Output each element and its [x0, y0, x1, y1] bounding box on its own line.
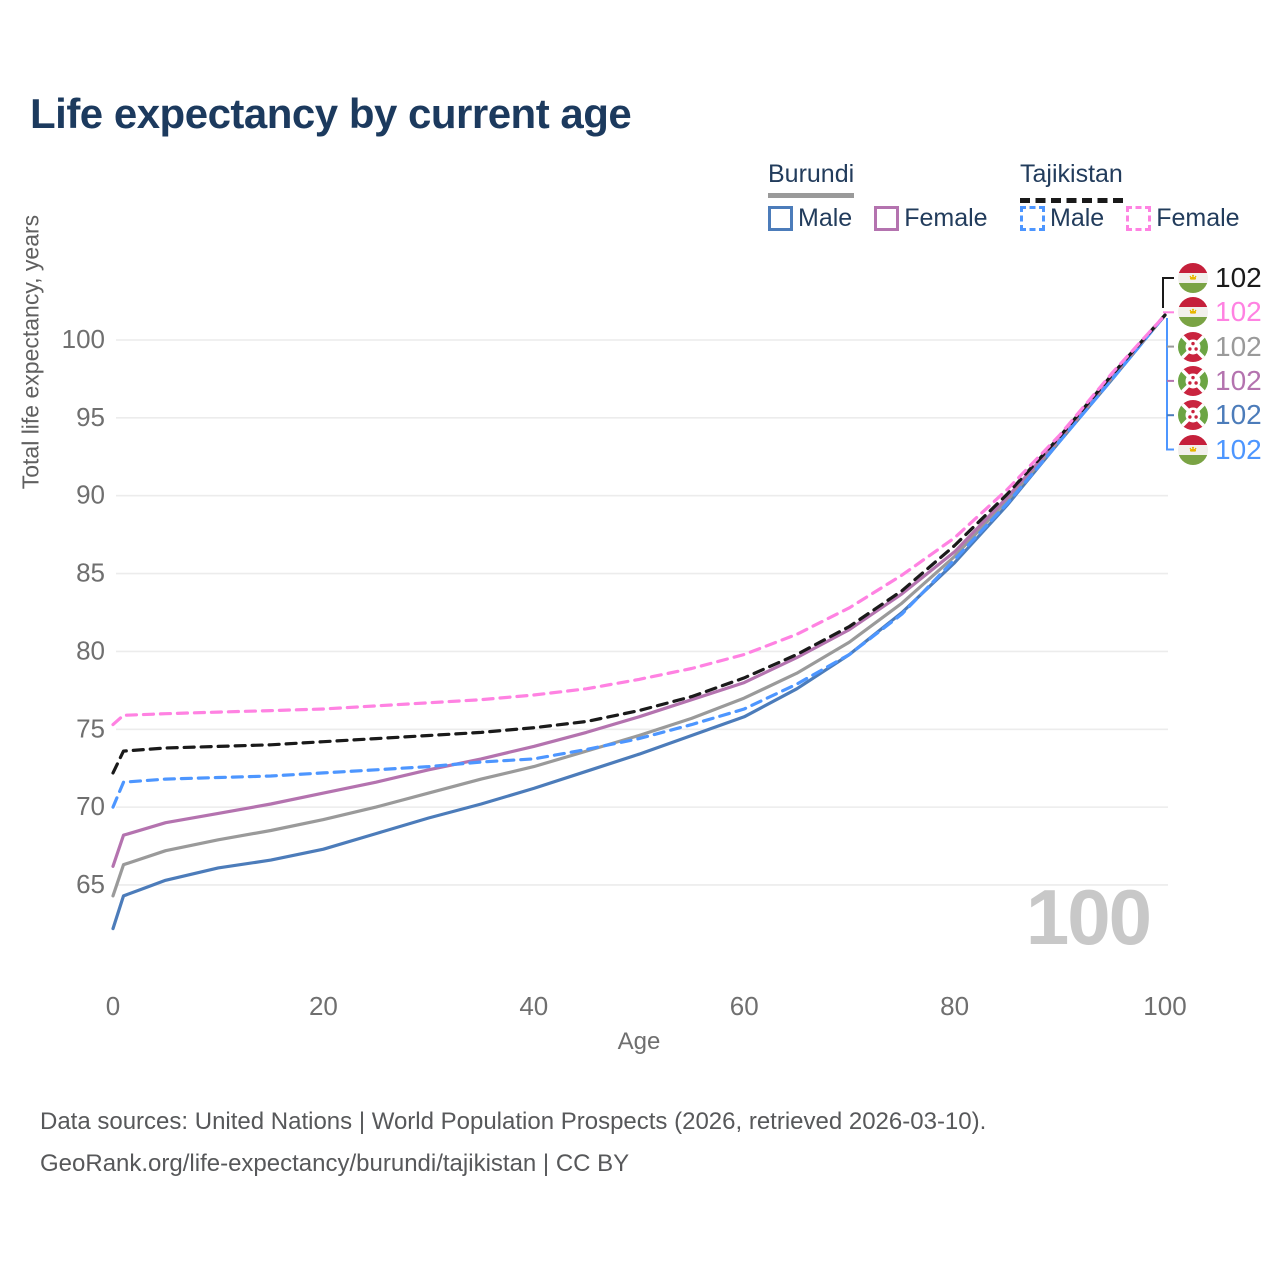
- y-tick-label: 90: [76, 480, 105, 510]
- leader-line: [1166, 318, 1174, 451]
- end-label-row: 102: [1178, 365, 1262, 397]
- legend-label: Male: [1050, 204, 1105, 232]
- legend-label: Female: [904, 204, 988, 232]
- tajikistan-flag-icon: [1178, 263, 1208, 293]
- end-label-value: 102: [1215, 330, 1262, 362]
- legend-item-burundi-female[interactable]: Female: [874, 204, 988, 233]
- legend-label: Male: [798, 204, 853, 232]
- legend-country-burundi[interactable]: Burundi: [768, 160, 855, 188]
- legend-item-tajikistan-male[interactable]: Male: [1020, 204, 1104, 233]
- burundi-flag-icon: [1178, 331, 1208, 362]
- tajikistan-flag-icon: [1178, 434, 1208, 465]
- legend-row-burundi: Male Female: [768, 204, 988, 233]
- x-tick-label: 100: [1143, 991, 1186, 1021]
- legend-row-tajikistan: Male Female: [1020, 204, 1240, 233]
- burundi-solid-line-swatch: [768, 193, 855, 198]
- burundi-male-swatch-icon: [768, 206, 793, 231]
- end-label-row: 102: [1178, 434, 1262, 466]
- legend-country-tajikistan[interactable]: Tajikistan: [1020, 160, 1123, 188]
- tajikistan-female-swatch-icon: [1126, 206, 1152, 231]
- y-tick-label: 75: [76, 713, 105, 743]
- tajikistan-dashed-line-swatch: [1020, 193, 1123, 203]
- end-label-row: 102: [1178, 262, 1262, 294]
- x-tick-label: 40: [519, 991, 548, 1021]
- y-tick-label: 95: [76, 402, 105, 432]
- data-sources-text: Data sources: United Nations | World Pop…: [40, 1108, 987, 1135]
- series-line-burundi-total[interactable]: [111, 313, 1167, 898]
- series-line-burundi-male[interactable]: [111, 313, 1167, 931]
- tajikistan-flag-icon: [1178, 297, 1208, 328]
- series-line-burundi-female[interactable]: [111, 313, 1167, 868]
- legend-label: Female: [1156, 204, 1240, 232]
- series-line-tajikistan-female[interactable]: [111, 313, 1167, 727]
- end-label-value: 102: [1215, 262, 1262, 293]
- tajikistan-male-swatch-icon: [1020, 206, 1045, 231]
- end-label-value: 102: [1215, 399, 1262, 431]
- series-line-tajikistan-total[interactable]: [111, 313, 1167, 775]
- legend-item-tajikistan-female[interactable]: Female: [1126, 204, 1240, 233]
- end-label-row: 102: [1178, 296, 1262, 328]
- end-label-value: 102: [1215, 296, 1262, 328]
- georank-attribution-text: GeoRank.org/life-expectancy/burundi/taji…: [40, 1150, 630, 1177]
- legend-item-burundi-male[interactable]: Male: [768, 204, 852, 233]
- end-label-row: 102: [1178, 331, 1262, 363]
- x-tick-label: 60: [730, 991, 759, 1021]
- x-axis-title: Age: [617, 1028, 661, 1055]
- x-tick-label: 80: [940, 991, 969, 1021]
- y-tick-label: 85: [76, 558, 105, 588]
- burundi-flag-icon: [1178, 365, 1208, 396]
- end-label-value: 102: [1215, 364, 1262, 396]
- y-tick-label: 80: [76, 635, 105, 665]
- end-label-row: 102: [1178, 399, 1262, 431]
- x-tick-label: 20: [309, 991, 338, 1021]
- legend-group-tajikistan: Tajikistan: [1020, 160, 1123, 203]
- y-axis-title: Total life expectancy, years: [17, 214, 44, 490]
- y-tick-label: 100: [62, 324, 105, 354]
- page-title: Life expectancy by current age: [30, 90, 632, 137]
- end-label-value: 102: [1215, 433, 1262, 465]
- burundi-flag-icon: [1178, 400, 1208, 431]
- legend-group-burundi: Burundi: [768, 160, 855, 198]
- age-counter-watermark: 100: [1025, 873, 1152, 961]
- y-tick-label: 65: [76, 869, 105, 899]
- burundi-female-swatch-icon: [874, 206, 900, 231]
- leader-line: [1162, 277, 1174, 308]
- series-line-tajikistan-male[interactable]: [111, 313, 1167, 809]
- x-tick-label: 0: [106, 991, 120, 1021]
- y-tick-label: 70: [76, 791, 105, 821]
